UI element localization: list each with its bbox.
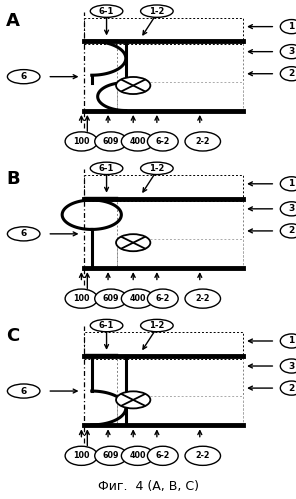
Text: 6-2: 6-2: [156, 294, 170, 303]
Text: 400: 400: [129, 137, 146, 146]
Bar: [117, 396, 243, 424]
Ellipse shape: [147, 132, 178, 151]
Text: 100: 100: [73, 294, 90, 303]
Text: 1-2: 1-2: [149, 321, 165, 330]
Ellipse shape: [280, 19, 296, 34]
Text: 1-2: 1-2: [149, 6, 165, 15]
Ellipse shape: [185, 446, 221, 466]
Ellipse shape: [280, 224, 296, 238]
Ellipse shape: [280, 67, 296, 81]
Text: 2: 2: [288, 384, 295, 393]
Text: 3: 3: [288, 204, 295, 214]
Ellipse shape: [7, 227, 40, 241]
Text: 6: 6: [20, 72, 27, 81]
Circle shape: [116, 77, 150, 94]
Text: 6-1: 6-1: [99, 321, 114, 330]
Text: 400: 400: [129, 294, 146, 303]
Bar: [117, 239, 243, 267]
Text: 100: 100: [73, 137, 90, 146]
Ellipse shape: [65, 132, 98, 151]
Text: 2-2: 2-2: [196, 451, 210, 460]
Text: 6-2: 6-2: [156, 137, 170, 146]
Bar: [84, 332, 243, 359]
Text: 1: 1: [288, 179, 295, 188]
Bar: [84, 175, 243, 202]
Ellipse shape: [280, 381, 296, 395]
Ellipse shape: [185, 132, 221, 151]
Ellipse shape: [95, 289, 127, 308]
Bar: [117, 199, 243, 267]
Ellipse shape: [90, 319, 123, 332]
Ellipse shape: [121, 289, 154, 308]
Bar: [117, 42, 243, 110]
Ellipse shape: [65, 289, 98, 308]
Text: 6-1: 6-1: [99, 164, 114, 173]
Text: 2-2: 2-2: [196, 294, 210, 303]
Text: C: C: [6, 327, 19, 345]
Text: 609: 609: [103, 451, 119, 460]
Text: 3: 3: [288, 361, 295, 371]
Ellipse shape: [141, 5, 173, 17]
Ellipse shape: [95, 132, 127, 151]
Text: 6: 6: [20, 230, 27, 239]
Bar: [117, 82, 243, 110]
Ellipse shape: [280, 177, 296, 191]
Ellipse shape: [65, 446, 98, 466]
Text: 3: 3: [288, 47, 295, 56]
Ellipse shape: [185, 289, 221, 308]
Ellipse shape: [7, 384, 40, 398]
Text: 609: 609: [103, 137, 119, 146]
Text: 1: 1: [288, 22, 295, 31]
Text: 1-2: 1-2: [149, 164, 165, 173]
Ellipse shape: [147, 446, 178, 466]
Text: B: B: [6, 170, 20, 188]
Ellipse shape: [90, 162, 123, 175]
Ellipse shape: [280, 359, 296, 373]
Ellipse shape: [141, 162, 173, 175]
Text: A: A: [6, 12, 20, 30]
Text: 1: 1: [288, 336, 295, 345]
Text: 2-2: 2-2: [196, 137, 210, 146]
Circle shape: [116, 234, 150, 251]
Text: 2: 2: [288, 69, 295, 78]
Ellipse shape: [280, 44, 296, 59]
Ellipse shape: [141, 319, 173, 332]
Text: 6-1: 6-1: [99, 6, 114, 15]
Ellipse shape: [7, 69, 40, 84]
Text: 609: 609: [103, 294, 119, 303]
Text: 100: 100: [73, 451, 90, 460]
Ellipse shape: [121, 446, 154, 466]
Ellipse shape: [280, 202, 296, 216]
Text: 6-2: 6-2: [156, 451, 170, 460]
Ellipse shape: [147, 289, 178, 308]
Text: 2: 2: [288, 227, 295, 236]
Text: 6: 6: [20, 387, 27, 396]
Ellipse shape: [121, 132, 154, 151]
Ellipse shape: [90, 5, 123, 17]
Ellipse shape: [95, 446, 127, 466]
Bar: [84, 18, 243, 44]
Ellipse shape: [280, 334, 296, 348]
Text: Фиг.  4 (A, B, C): Фиг. 4 (A, B, C): [97, 480, 199, 493]
Bar: [117, 356, 243, 424]
Text: 400: 400: [129, 451, 146, 460]
Circle shape: [116, 391, 150, 408]
